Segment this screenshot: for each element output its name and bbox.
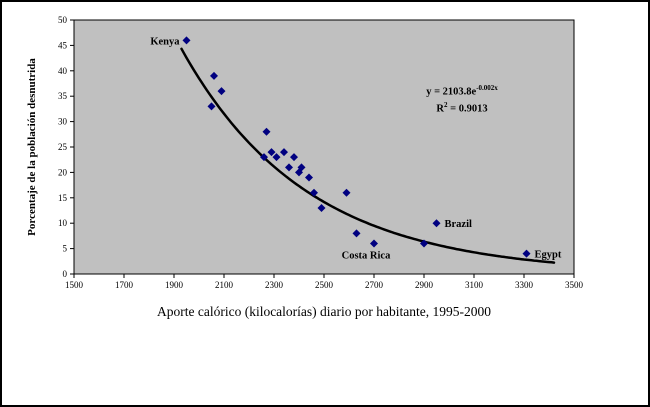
- y-tick-label: 30: [58, 117, 68, 127]
- data-point: [280, 148, 288, 157]
- data-point: [317, 203, 326, 212]
- x-axis-title: Aporte calórico (kilocalorías) diario po…: [156, 304, 491, 319]
- x-tick-label: 1900: [165, 280, 184, 290]
- equation-line: y = 2103.8e-0.002x: [387, 82, 537, 99]
- data-point: [272, 153, 281, 162]
- data-point: [217, 87, 226, 96]
- x-tick-label: 3500: [565, 280, 584, 290]
- data-point: [310, 188, 318, 197]
- trendline-equation: y = 2103.8e-0.002x R2 = 0.9013: [387, 82, 537, 115]
- point-label: Brazil: [445, 219, 472, 230]
- data-point: [352, 229, 361, 238]
- x-tick-label: 3100: [465, 280, 484, 290]
- y-tick-label: 5: [63, 244, 68, 254]
- y-tick-label: 35: [58, 91, 68, 101]
- x-tick-label: 2900: [415, 280, 434, 290]
- data-point: [182, 36, 191, 45]
- data-point: [210, 71, 218, 80]
- y-tick-label: 50: [58, 15, 68, 25]
- data-point: [522, 249, 531, 258]
- equation-exponent: -0.002x: [476, 84, 498, 92]
- trendline-curve: [180, 47, 556, 264]
- r-squared-sup: 2: [443, 100, 448, 109]
- data-point: [420, 239, 428, 248]
- x-tick-label: 2100: [215, 280, 234, 290]
- x-tick-label: 3300: [515, 280, 534, 290]
- x-tick-label: 2700: [365, 280, 384, 290]
- equation-base: y = 2103.8e: [426, 86, 477, 98]
- data-point: [305, 173, 313, 182]
- x-tick-label: 1700: [115, 280, 134, 290]
- r-squared-base: R: [436, 103, 444, 114]
- data-point: [342, 188, 351, 197]
- r-squared-line: R2 = 0.9013: [387, 99, 537, 116]
- y-tick-label: 10: [58, 218, 68, 228]
- data-point: [267, 148, 276, 157]
- x-tick-label: 1500: [65, 280, 84, 290]
- data-point: [207, 102, 216, 111]
- point-label: Egypt: [535, 250, 562, 261]
- data-point: [260, 153, 268, 162]
- y-tick-label: 0: [63, 269, 68, 279]
- y-axis-title: Porcentaje de la población desnutrida: [26, 58, 38, 236]
- plot-area: [73, 19, 575, 275]
- x-tick-label: 2300: [265, 280, 284, 290]
- point-label: Kenya: [150, 36, 180, 47]
- x-tick-label: 2500: [315, 280, 334, 290]
- y-tick-label: 45: [58, 40, 68, 50]
- r-squared-value: = 0.9013: [447, 103, 488, 114]
- point-label: Costa Rica: [342, 251, 391, 262]
- y-tick-label: 15: [58, 193, 68, 203]
- y-tick-label: 20: [58, 167, 68, 177]
- scatter-chart: 1500 1700 1900 2100 2300 2500 2700 2900 3100 3300…: [58, 15, 584, 290]
- data-point: [290, 153, 298, 162]
- y-tick-label: 25: [58, 142, 68, 152]
- y-tick-label: 40: [58, 66, 68, 76]
- data-point: [432, 219, 441, 228]
- data-point: [285, 163, 293, 172]
- data-point: [370, 239, 378, 248]
- data-point: [297, 163, 306, 172]
